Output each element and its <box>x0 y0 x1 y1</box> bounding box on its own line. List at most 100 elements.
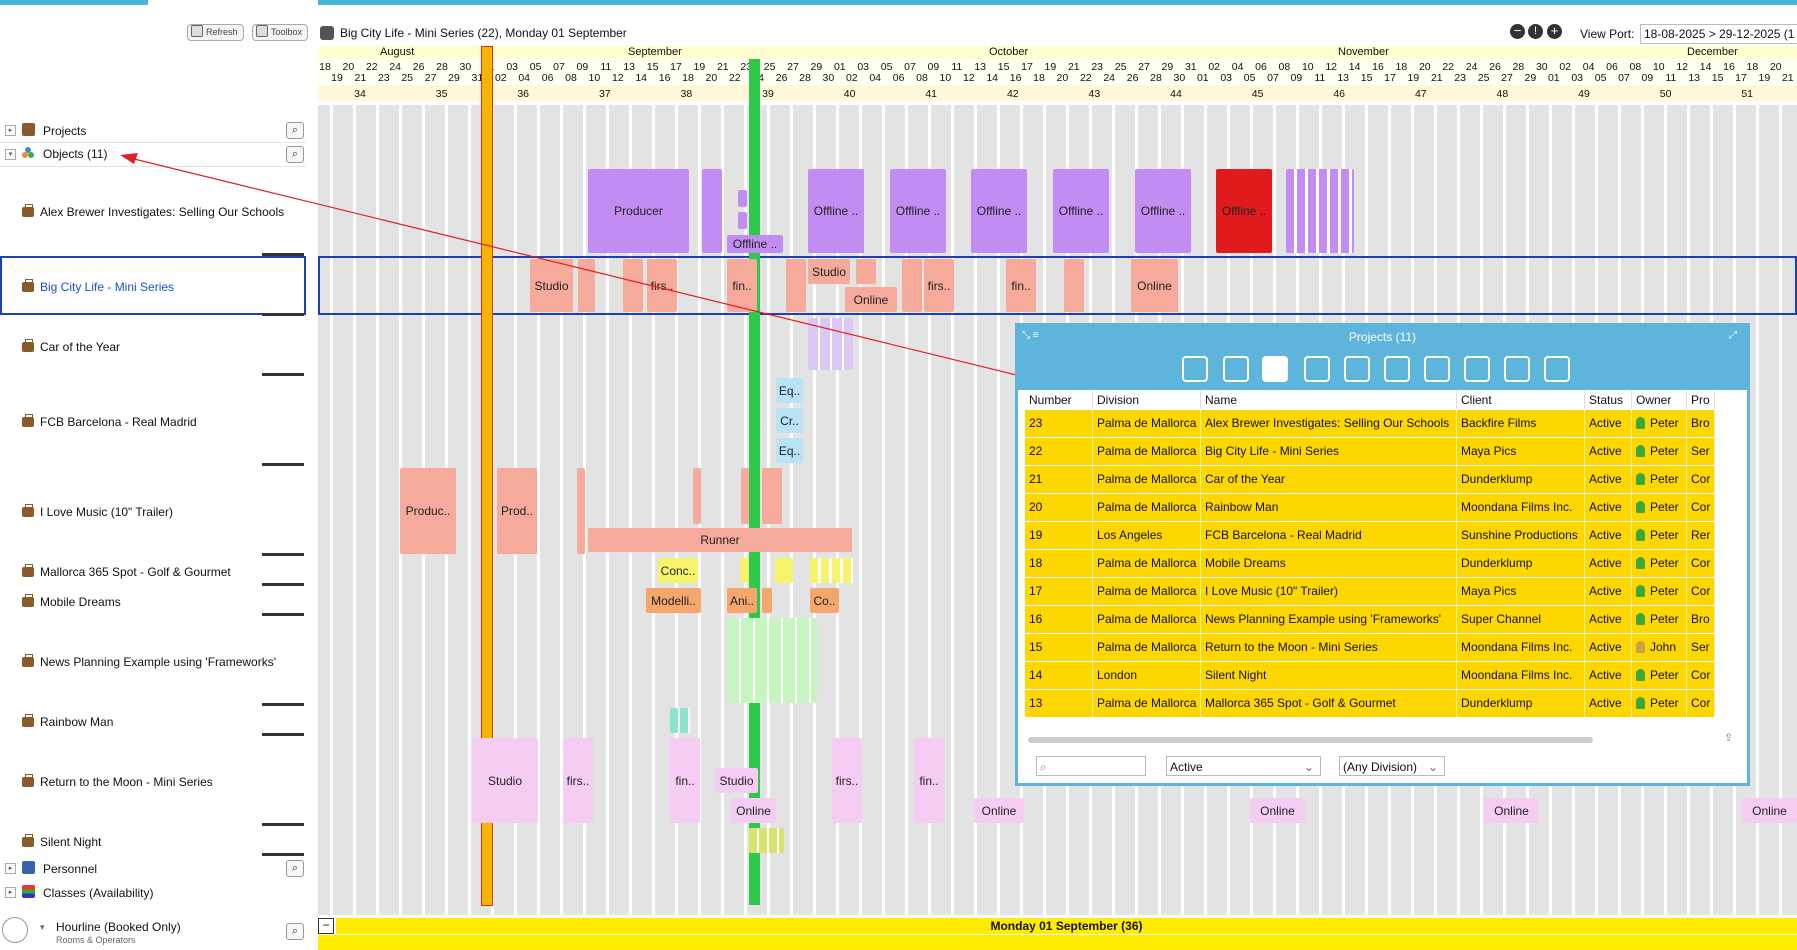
table-row[interactable]: 17 Palma de Mallorca I Love Music (10" Tra… <box>1025 578 1715 606</box>
copy-icon[interactable] <box>1424 356 1450 382</box>
info-icon[interactable]: ! <box>1528 24 1543 39</box>
gantt-bar-warning[interactable]: Offline .. <box>1216 169 1272 253</box>
gantt-bar[interactable]: Offline .. <box>971 169 1027 253</box>
object-row-label[interactable]: FCB Barcelona - Real Madrid <box>22 414 197 429</box>
table-row[interactable]: 14 London Silent Night Moondana Films Inc. A… <box>1025 662 1715 690</box>
gantt-bar[interactable]: Eq.. <box>776 378 803 403</box>
gantt-bar-group[interactable] <box>808 318 853 370</box>
viewport-field[interactable]: 18-08-2025 > 29-12-2025 (1 <box>1640 24 1797 44</box>
gantt-bar[interactable]: Offline .. <box>1053 169 1109 253</box>
gantt-bar[interactable] <box>786 259 806 312</box>
object-row-label[interactable]: Alex Brewer Investigates: Selling Our Sc… <box>22 204 284 219</box>
gantt-bar-group[interactable] <box>810 558 853 583</box>
division-filter-select[interactable]: (Any Division) ⌄ <box>1339 756 1445 776</box>
gantt-bar[interactable] <box>856 259 876 284</box>
gantt-bar[interactable]: Offline .. <box>727 235 783 253</box>
zoom-out-icon[interactable]: − <box>1510 24 1525 39</box>
object-row-label[interactable]: I Love Music (10" Trailer) <box>22 504 173 519</box>
clock-icon[interactable] <box>2 917 28 943</box>
panel-menu-icon[interactable]: ⤡ ≡ <box>1022 330 1039 341</box>
personnel-label[interactable]: Personnel <box>43 862 98 876</box>
object-row-label[interactable]: News Planning Example using 'Frameworks' <box>22 654 276 669</box>
gantt-bar[interactable]: Online <box>974 798 1024 823</box>
trash-icon[interactable] <box>1464 356 1490 382</box>
table-row[interactable]: 15 Palma de Mallorca Return to the Moon - … <box>1025 634 1715 662</box>
zoom-in-icon[interactable]: + <box>1547 24 1562 39</box>
column-header-number[interactable]: Number <box>1025 391 1093 409</box>
gantt-bar[interactable]: Online <box>1131 259 1178 312</box>
gantt-bar-group[interactable] <box>670 708 690 733</box>
gantt-bar[interactable]: Producer <box>588 169 689 253</box>
gantt-bar[interactable] <box>578 259 595 312</box>
gantt-bar[interactable]: Online <box>845 287 897 312</box>
classes-label[interactable]: Classes (Availability) <box>43 886 154 900</box>
gantt-bar[interactable]: Offline .. <box>1135 169 1191 253</box>
refresh-button[interactable]: Refresh <box>187 24 244 41</box>
gantt-bar[interactable]: Prod.. <box>497 468 537 554</box>
gantt-bar[interactable]: Produc.. <box>400 468 456 554</box>
gantt-bar-group[interactable] <box>1286 169 1354 253</box>
table-row[interactable]: 19 Los Angeles FCB Barcelona - Real Madrid… <box>1025 522 1715 550</box>
table-row[interactable]: 20 Palma de Mallorca Rainbow Man Moondana F… <box>1025 494 1715 522</box>
status-filter-select[interactable]: Active ⌄ <box>1166 756 1321 776</box>
gantt-bar[interactable]: Offline .. <box>808 169 864 253</box>
horizontal-scrollbar[interactable] <box>1028 737 1593 743</box>
expand-objects-toggle[interactable]: ▾ <box>5 149 16 160</box>
object-row-label[interactable]: Rainbow Man <box>22 714 113 729</box>
projects-panel[interactable]: Projects (11) ⤡ ≡ ⤢ Number Division Name… <box>1015 323 1750 786</box>
column-header-status[interactable]: Status <box>1585 391 1632 409</box>
object-row-label[interactable]: Silent Night <box>22 834 101 849</box>
gantt-bar[interactable]: Eq.. <box>776 438 803 463</box>
projects-label[interactable]: Projects <box>43 124 87 138</box>
briefcase-tab-icon[interactable] <box>1262 356 1288 382</box>
objects-label[interactable]: Objects (11) <box>43 147 108 161</box>
gantt-bar[interactable] <box>740 558 749 583</box>
archive-icon[interactable] <box>1223 356 1249 382</box>
gantt-bar[interactable]: Co.. <box>810 588 839 613</box>
collapse-hourline-icon[interactable]: ▾ <box>40 922 45 932</box>
gantt-bar[interactable]: firs.. <box>563 738 593 823</box>
gantt-bar[interactable]: Conc.. <box>658 558 698 583</box>
gantt-bar[interactable] <box>702 169 722 253</box>
expand-projects-toggle[interactable]: ▸ <box>5 125 16 136</box>
gantt-bar[interactable]: Offline .. <box>890 169 946 253</box>
column-header-name[interactable]: Name <box>1201 391 1457 409</box>
gantt-bar[interactable]: Studio <box>472 738 538 823</box>
hourline-search-icon[interactable]: ⌕ <box>286 923 304 940</box>
object-row-label-selected[interactable]: Big City Life - Mini Series <box>22 279 174 294</box>
toolbox-button[interactable]: Toolbox <box>252 24 309 41</box>
gantt-bar[interactable]: Online <box>1742 798 1797 823</box>
expand-personnel-toggle[interactable]: ▸ <box>5 863 16 874</box>
projects-search-icon[interactable]: ⌕ <box>286 122 304 139</box>
gantt-bar[interactable]: Online <box>1484 798 1539 823</box>
gantt-bar[interactable]: Studio <box>808 259 850 284</box>
table-row[interactable]: 16 Palma de Mallorca News Planning Example… <box>1025 606 1715 634</box>
gantt-bar[interactable]: fin.. <box>670 738 700 823</box>
objects-search-icon[interactable]: ⌕ <box>286 146 304 163</box>
column-header-client[interactable]: Client <box>1457 391 1585 409</box>
gantt-bar[interactable] <box>1064 259 1084 312</box>
object-row-label[interactable]: Car of the Year <box>22 339 120 354</box>
gantt-bar[interactable]: Modelli.. <box>646 588 701 613</box>
calendar-icon[interactable] <box>1182 356 1208 382</box>
gantt-bar[interactable]: fin.. <box>1006 259 1036 312</box>
panel-search-input[interactable]: ⌕ <box>1036 756 1146 776</box>
object-row-label[interactable]: Mobile Dreams <box>22 594 121 609</box>
gantt-bar[interactable]: Online <box>1250 798 1305 823</box>
gantt-bar[interactable] <box>741 468 749 524</box>
column-header-division[interactable]: Division <box>1093 391 1201 409</box>
gantt-bar[interactable]: firs.. <box>832 738 862 823</box>
table-row[interactable]: 22 Palma de Mallorca Big City Life - Mini … <box>1025 438 1715 466</box>
hourline-label[interactable]: Hourline (Booked Only) <box>56 920 181 934</box>
collapse-hourline-button[interactable]: − <box>318 918 334 934</box>
gantt-bar[interactable]: Runner <box>588 528 852 552</box>
gantt-bar[interactable]: Cr.. <box>776 408 803 433</box>
boxes-icon[interactable] <box>1384 356 1410 382</box>
gantt-bar[interactable]: fin.. <box>914 738 944 823</box>
export-icon[interactable]: ⇪ <box>1724 732 1734 744</box>
table-row[interactable]: 18 Palma de Mallorca Mobile Dreams Dunderkl… <box>1025 550 1715 578</box>
gantt-bar[interactable] <box>738 190 747 207</box>
contacts-icon[interactable] <box>1304 356 1330 382</box>
gantt-bar[interactable] <box>693 468 701 524</box>
object-row-label[interactable]: Return to the Moon - Mini Series <box>22 774 213 789</box>
